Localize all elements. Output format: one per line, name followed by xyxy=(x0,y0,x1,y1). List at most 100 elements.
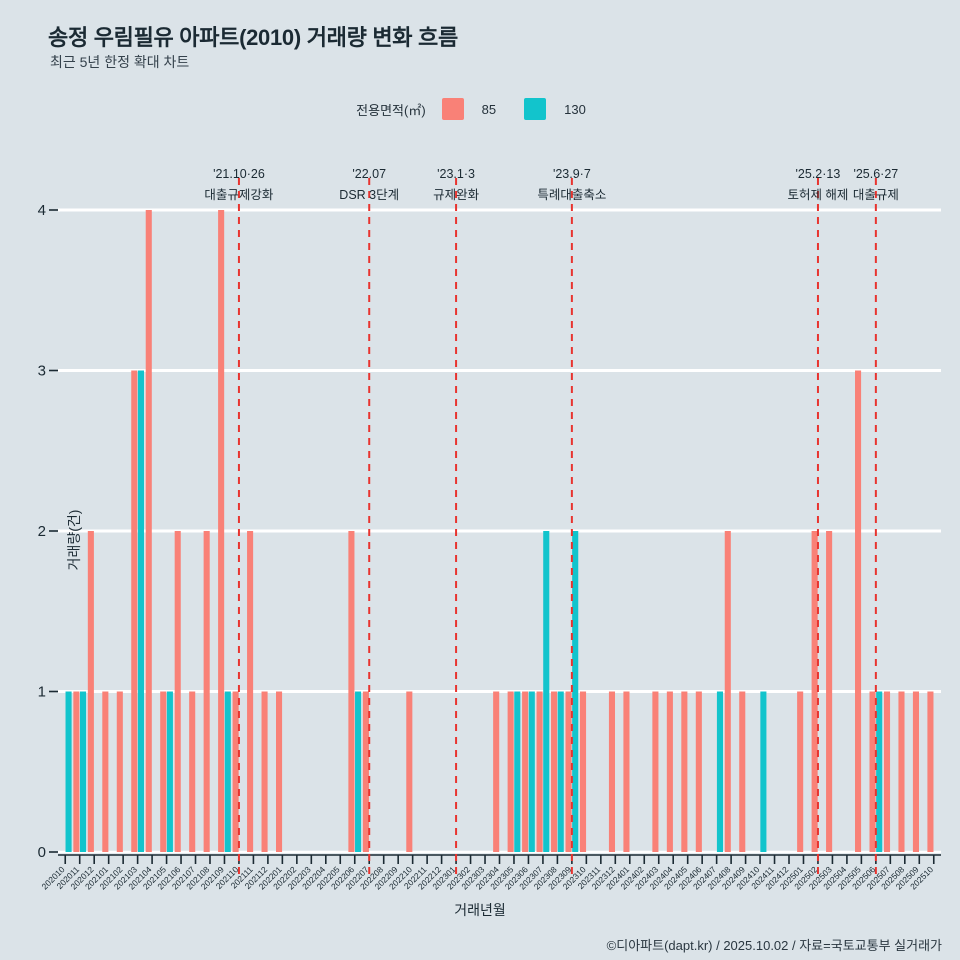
bar-85-202409 xyxy=(739,691,746,852)
bar-85-202201 xyxy=(275,691,283,852)
x-tick-label: 202112 xyxy=(243,864,270,891)
x-tick-label: 202412 xyxy=(763,864,790,891)
legend-label-130: 130 xyxy=(564,101,586,117)
y-tick-label: 3 xyxy=(38,363,46,380)
bar-85-202207 xyxy=(362,691,369,852)
x-tick-label: 202312 xyxy=(590,864,617,891)
chart-legend: 전용면적(㎡) 85 130 xyxy=(0,98,960,120)
bar-130-202206 xyxy=(355,691,362,852)
bar-130-202407 xyxy=(716,691,724,852)
bar-85-202210 xyxy=(406,691,413,852)
y-tick-label: 1 xyxy=(38,684,46,701)
bar-85-202101 xyxy=(102,691,109,852)
x-tick-label: 202104 xyxy=(126,864,153,891)
bar-85-202304 xyxy=(493,691,500,852)
x-tick-label: 202406 xyxy=(676,864,703,891)
x-tick-label: 202509 xyxy=(894,864,921,891)
event-date-202110: '21.10·26 xyxy=(213,167,265,181)
bar-85-202012 xyxy=(87,531,94,852)
bar-85-202506 xyxy=(869,691,876,852)
x-tick-label: 202101 xyxy=(83,864,110,891)
bar-85-202107 xyxy=(189,691,196,852)
bar-85-202505 xyxy=(855,370,862,852)
event-label-202301: 규제완화 xyxy=(433,188,480,202)
x-tick-label: 202106 xyxy=(155,864,182,891)
event-label-202309: 특례대출축소 xyxy=(537,188,606,202)
x-tick-label: 202103 xyxy=(112,864,139,891)
x-tick-label: 202311 xyxy=(576,864,603,891)
x-tick-label: 202206 xyxy=(329,864,356,891)
x-tick-label: 202203 xyxy=(286,864,313,891)
x-tick-label: 202111 xyxy=(229,864,255,890)
x-tick-label: 202303 xyxy=(459,864,486,891)
bar-130-202506 xyxy=(876,691,883,852)
event-date-202309: '23.9·7 xyxy=(553,167,591,181)
x-tick-label: 202403 xyxy=(633,864,660,891)
y-tick-label: 4 xyxy=(38,202,46,219)
bar-85-202502 xyxy=(811,531,818,852)
x-tick-label: 202105 xyxy=(141,864,168,891)
event-label-202110: 대출규제강화 xyxy=(204,188,274,202)
x-tick-label: 202501 xyxy=(778,864,805,891)
x-tick-label: 202411 xyxy=(749,864,776,891)
bar-85-202112 xyxy=(261,691,268,852)
event-date-202502: '25.2·13 xyxy=(796,167,841,181)
x-tick-label: 202305 xyxy=(488,864,515,891)
legend-swatch-130 xyxy=(524,98,547,120)
x-tick-label: 202505 xyxy=(836,864,863,891)
event-date-202506: '25.6·27 xyxy=(853,167,898,181)
bar-85-202106 xyxy=(174,531,181,852)
x-tick-label: 202102 xyxy=(97,864,124,891)
x-tick-label: 202410 xyxy=(734,864,761,891)
x-tick-label: 202109 xyxy=(199,864,226,891)
x-tick-label: 202306 xyxy=(503,864,530,891)
bar-85-202103 xyxy=(131,370,138,852)
bar-130-202307 xyxy=(543,531,550,852)
x-tick-label: 202212 xyxy=(416,864,443,891)
page-title: 송정 우림필유 아파트(2010) 거래량 변화 흐름 xyxy=(48,25,458,50)
legend-title: 전용면적(㎡) xyxy=(356,102,426,118)
bar-85-202011 xyxy=(73,691,80,852)
x-tick-label: 202107 xyxy=(170,864,197,891)
bar-130-202105 xyxy=(166,691,173,852)
bar-85-202403 xyxy=(652,691,659,852)
bar-130-202103 xyxy=(137,370,144,852)
x-tick-label: 202507 xyxy=(865,864,892,891)
event-date-202301: '23.1·3 xyxy=(437,167,475,181)
bar-130-202410 xyxy=(760,691,767,852)
bar-85-202501 xyxy=(797,691,804,852)
bar-85-202406 xyxy=(695,691,702,852)
x-tick-label: 202408 xyxy=(705,864,732,891)
bar-130-202109 xyxy=(224,691,231,852)
bar-85-202206 xyxy=(348,531,355,852)
bar-130-202010 xyxy=(65,691,72,852)
x-tick-label: 202307 xyxy=(517,864,544,891)
bar-85-202507 xyxy=(883,691,891,852)
event-date-202207: '22.07 xyxy=(352,167,386,181)
x-tick-label: 202202 xyxy=(271,864,298,891)
x-tick-label: 202308 xyxy=(532,864,559,891)
page-subtitle: 최근 5년 한정 확대 차트 xyxy=(50,54,190,70)
x-tick-label: 202510 xyxy=(908,864,935,891)
x-tick-label: 202503 xyxy=(807,864,834,891)
bar-85-202401 xyxy=(623,691,630,852)
x-tick-label: 202402 xyxy=(619,864,646,891)
event-label-202502: 토허제 해제 xyxy=(787,188,848,202)
x-tick-label: 202204 xyxy=(300,864,327,891)
bar-130-202309 xyxy=(572,531,579,852)
x-tick-label: 202207 xyxy=(344,864,371,891)
y-tick-label: 2 xyxy=(38,523,46,540)
x-tick-label: 202012 xyxy=(68,864,95,891)
x-tick-label: 202210 xyxy=(387,864,414,891)
x-tick-label: 202211 xyxy=(402,864,429,891)
x-tick-label: 202506 xyxy=(850,864,877,891)
x-tick-label: 202205 xyxy=(315,864,342,891)
bar-85-202510 xyxy=(927,691,934,852)
x-tick-label: 202508 xyxy=(879,864,906,891)
bar-130-202306 xyxy=(528,691,535,852)
x-axis-title: 거래년월 xyxy=(454,902,506,918)
x-tick-label: 202502 xyxy=(792,864,819,891)
bar-85-202105 xyxy=(160,691,167,852)
